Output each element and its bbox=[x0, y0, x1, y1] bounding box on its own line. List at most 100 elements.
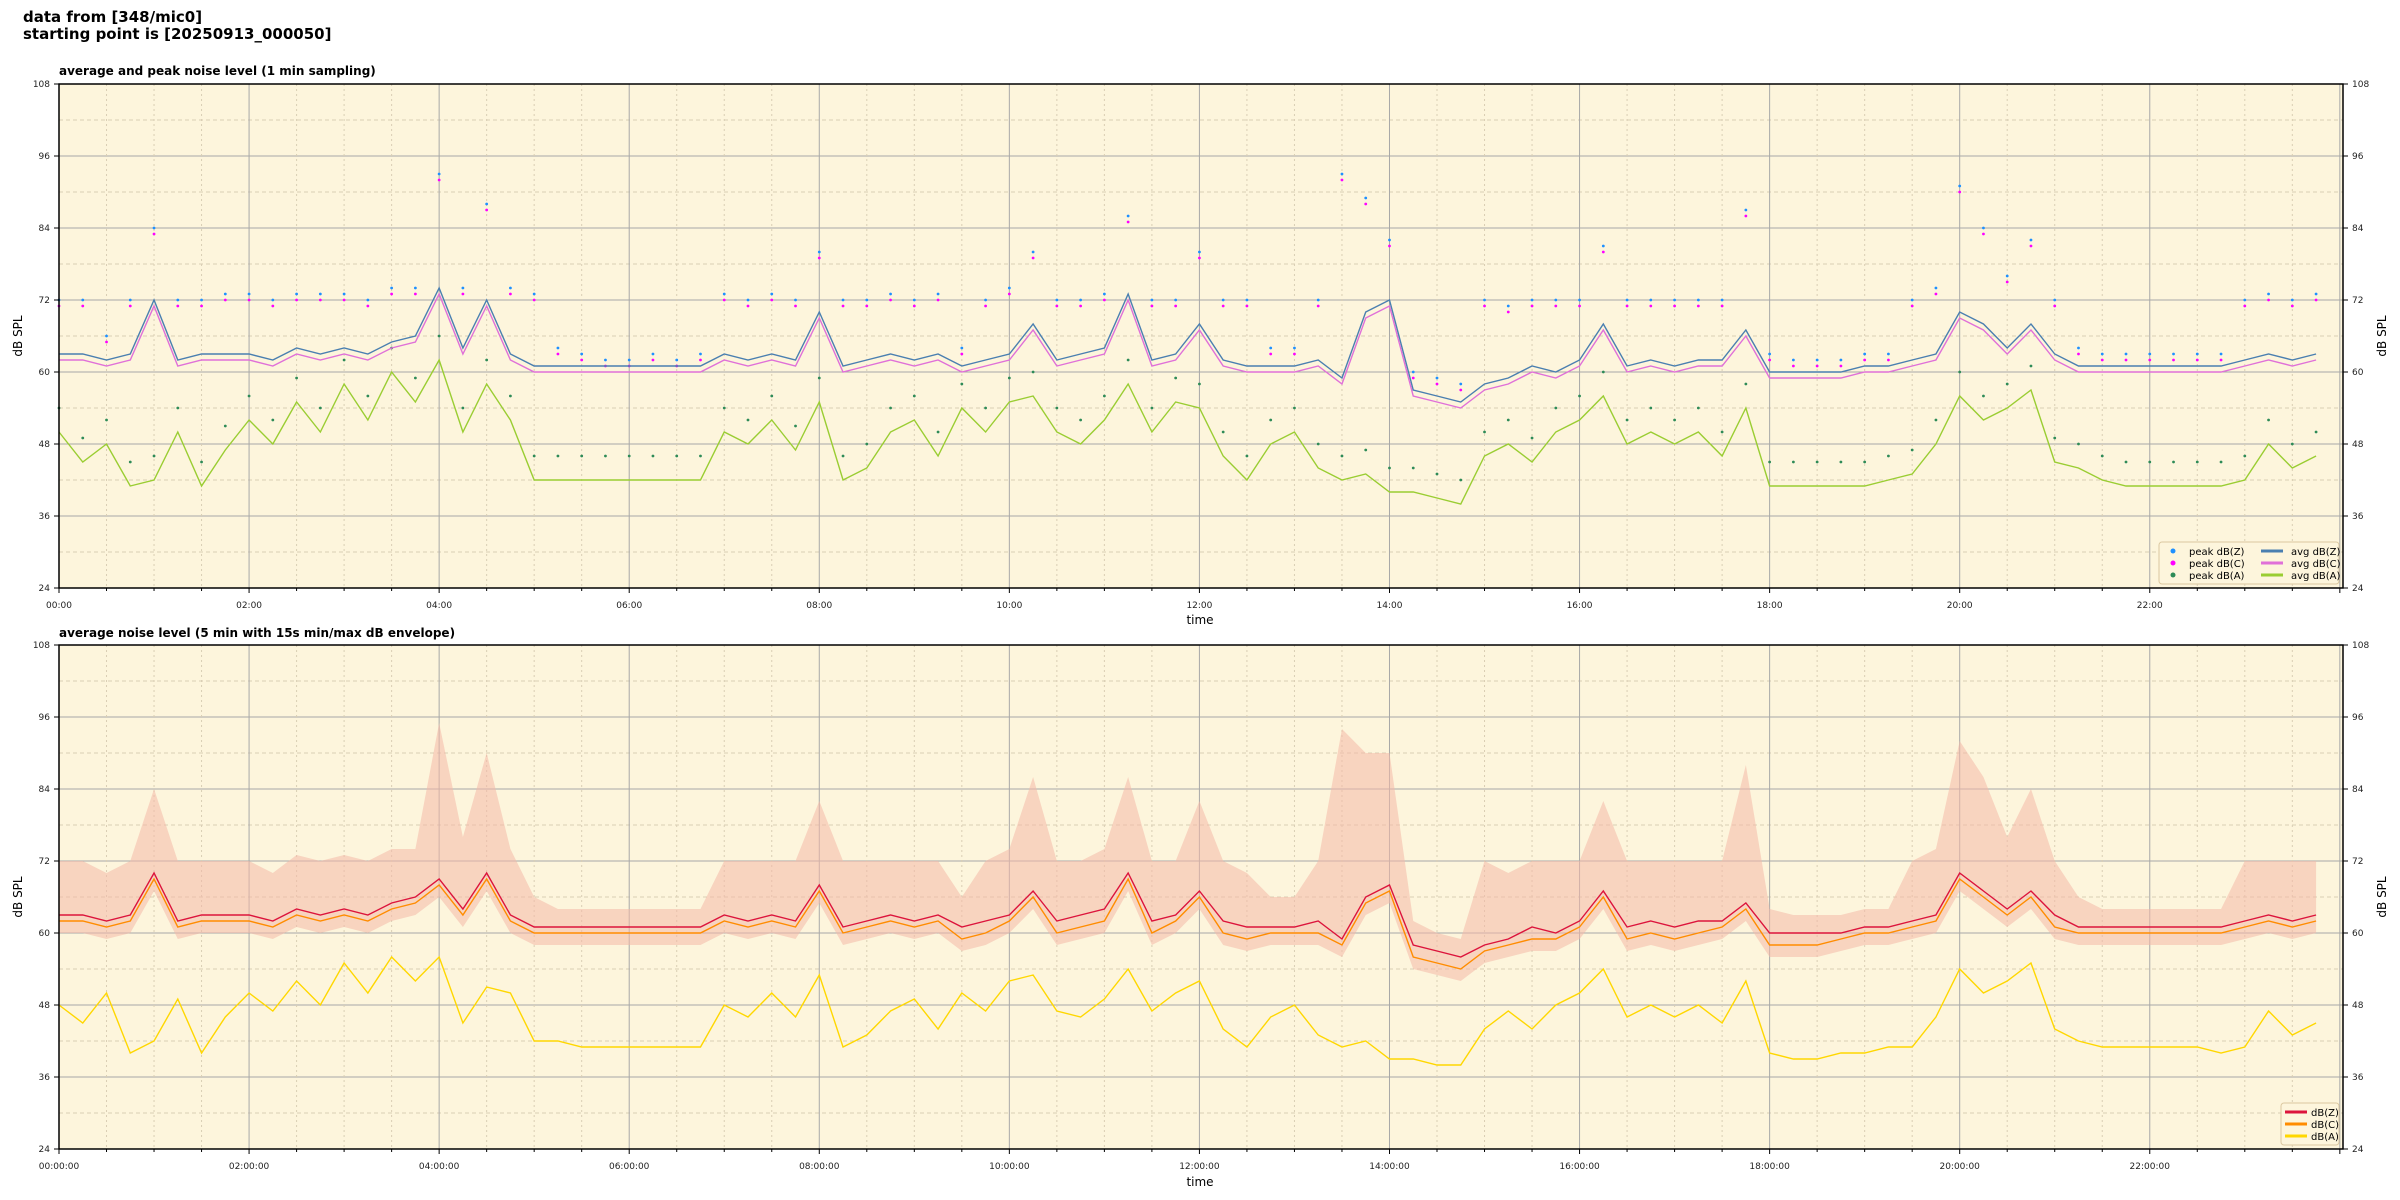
peak-point bbox=[1031, 250, 1035, 254]
peak-point bbox=[1815, 460, 1819, 464]
y-tick-label: 60 bbox=[39, 368, 51, 378]
peak-point bbox=[1411, 466, 1415, 470]
y-tick-label: 84 bbox=[39, 785, 51, 795]
peak-point bbox=[1506, 418, 1510, 422]
peak-point bbox=[1411, 376, 1415, 380]
peak-point bbox=[1411, 370, 1415, 374]
y-tick-label: 96 bbox=[2352, 713, 2364, 723]
peak-point bbox=[1768, 358, 1772, 362]
peak-point bbox=[1578, 298, 1581, 302]
peak-point bbox=[1221, 298, 1225, 302]
peak-point bbox=[413, 292, 417, 296]
peak-point bbox=[247, 292, 251, 296]
peak-point bbox=[1364, 448, 1368, 452]
peak-point bbox=[2005, 274, 2009, 278]
peak-point bbox=[413, 376, 417, 380]
peak-point bbox=[152, 454, 156, 458]
peak-point bbox=[984, 298, 987, 302]
chart-title: average and peak noise level (1 min samp… bbox=[59, 64, 376, 78]
y-tick-label: 36 bbox=[39, 512, 51, 522]
peak-point bbox=[984, 406, 987, 410]
peak-point bbox=[865, 298, 869, 302]
peak-point bbox=[223, 298, 227, 302]
peak-point bbox=[1031, 370, 1035, 374]
peak-point bbox=[1934, 292, 1938, 296]
peak-point bbox=[485, 358, 489, 362]
peak-point bbox=[532, 292, 536, 296]
peak-point bbox=[1863, 358, 1867, 362]
x-tick-label: 16:00 bbox=[1567, 601, 1593, 611]
peak-point bbox=[366, 394, 370, 398]
peak-point bbox=[960, 352, 964, 356]
peak-point bbox=[1198, 382, 1201, 386]
peak-point bbox=[1102, 298, 1106, 302]
x-tick-label: 00:00:00 bbox=[39, 1162, 80, 1172]
y-tick-label: 108 bbox=[2352, 80, 2369, 90]
peak-point bbox=[437, 334, 441, 338]
peak-point bbox=[722, 298, 726, 302]
peak-point bbox=[2124, 460, 2128, 464]
legend-marker bbox=[2170, 572, 2176, 578]
peak-point bbox=[295, 298, 298, 302]
peak-point bbox=[1435, 382, 1439, 386]
peak-point bbox=[746, 304, 750, 308]
peak-point bbox=[2005, 382, 2009, 386]
peak-point bbox=[485, 208, 489, 212]
peak-point bbox=[817, 250, 821, 254]
peak-point bbox=[2267, 298, 2270, 302]
y-axis-label-right: dB SPL bbox=[2375, 876, 2389, 918]
peak-point bbox=[1150, 406, 1154, 410]
x-tick-label: 04:00:00 bbox=[419, 1162, 460, 1172]
peak-point bbox=[461, 286, 465, 290]
peak-point bbox=[318, 406, 322, 410]
peak-point bbox=[580, 358, 584, 362]
peak-point bbox=[2077, 442, 2080, 446]
peak-point bbox=[1221, 304, 1225, 308]
x-tick-label: 18:00 bbox=[1757, 601, 1783, 611]
y-tick-label: 72 bbox=[39, 296, 50, 306]
peak-point bbox=[2243, 454, 2247, 458]
peak-point bbox=[1696, 406, 1700, 410]
peak-point bbox=[1031, 256, 1035, 260]
y-tick-label: 60 bbox=[39, 929, 51, 939]
legend-marker bbox=[2170, 548, 2176, 554]
peak-point bbox=[2100, 358, 2104, 362]
series-line-dba bbox=[58, 955, 2317, 1066]
peak-point bbox=[223, 424, 227, 428]
peak-point bbox=[1079, 418, 1083, 422]
peak-point bbox=[889, 406, 892, 410]
legend-label: avg dB(A) bbox=[2291, 571, 2341, 582]
y-tick-label: 84 bbox=[39, 224, 51, 234]
peak-point bbox=[366, 298, 370, 302]
y-tick-label: 96 bbox=[39, 152, 51, 162]
peak-point bbox=[1720, 304, 1724, 308]
peak-point bbox=[1174, 376, 1178, 380]
peak-point bbox=[128, 304, 132, 308]
peak-point bbox=[1055, 406, 1059, 410]
peak-point bbox=[1578, 394, 1581, 398]
peak-point bbox=[1601, 244, 1605, 248]
peak-point bbox=[1245, 454, 1249, 458]
peak-point bbox=[1744, 208, 1748, 212]
x-tick-label: 20:00:00 bbox=[1939, 1162, 1980, 1172]
y-tick-label: 72 bbox=[2352, 857, 2363, 867]
peak-point bbox=[651, 352, 655, 356]
peak-point bbox=[1055, 304, 1059, 308]
peak-point bbox=[2195, 358, 2199, 362]
x-tick-label: 06:00 bbox=[616, 601, 642, 611]
peak-point bbox=[1887, 352, 1890, 356]
peak-point bbox=[1198, 256, 1201, 260]
peak-point bbox=[1459, 478, 1463, 482]
peak-point bbox=[2029, 364, 2033, 368]
x-tick-label: 02:00:00 bbox=[229, 1162, 270, 1172]
peak-point bbox=[1887, 454, 1890, 458]
peak-point bbox=[699, 454, 702, 458]
peak-point bbox=[1126, 220, 1130, 224]
peak-point bbox=[271, 418, 275, 422]
peak-point bbox=[1601, 370, 1605, 374]
peak-point bbox=[105, 334, 108, 338]
peak-point bbox=[1316, 298, 1320, 302]
peak-point bbox=[1982, 232, 1985, 236]
legend-label: dB(Z) bbox=[2311, 1108, 2339, 1119]
x-tick-label: 00:00 bbox=[46, 601, 72, 611]
